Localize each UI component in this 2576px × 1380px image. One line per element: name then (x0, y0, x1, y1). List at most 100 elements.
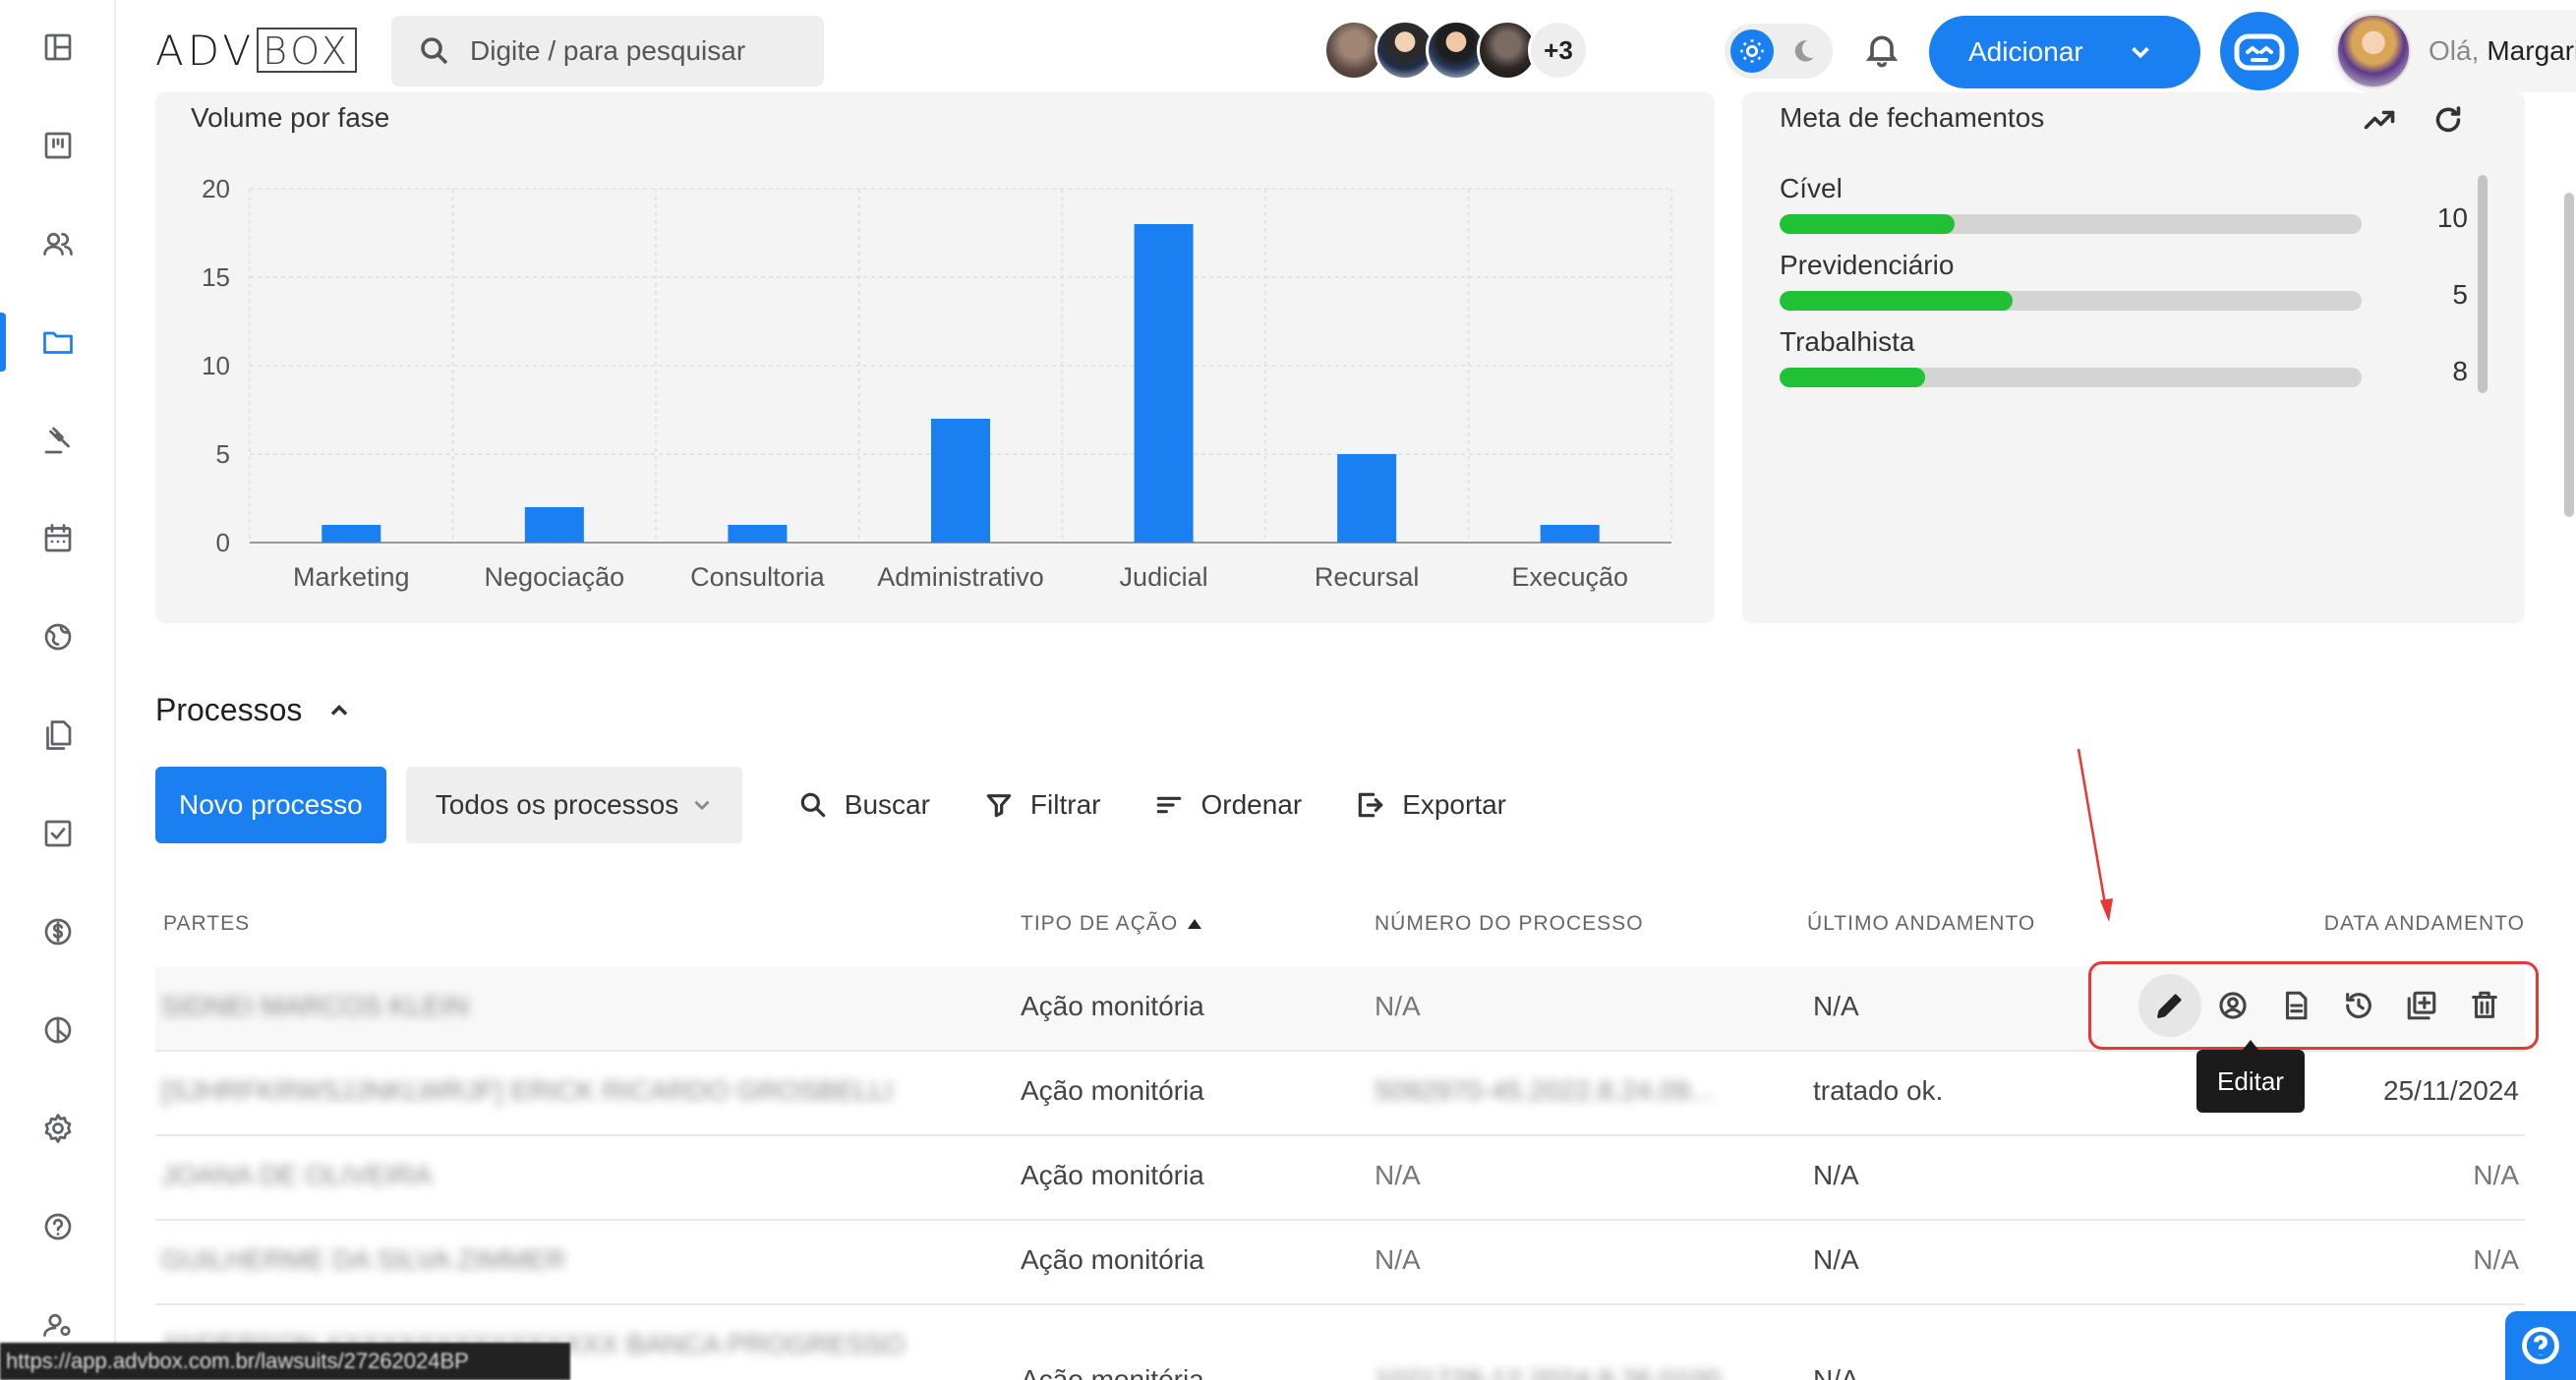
process-filter-value: Todos os processos (435, 789, 679, 820)
bar (524, 507, 584, 543)
team-icon (43, 1313, 71, 1337)
sidebar-item-dashboard[interactable] (0, 0, 116, 96)
table-row[interactable]: [SJHRFKRWSJJNKLWRJF] ERICK RICARDO GROSB… (155, 1052, 2525, 1136)
goal-item: Previdenciário 5 (1780, 250, 2468, 311)
sort-icon (1157, 796, 1182, 814)
assistant-robot-button[interactable] (2220, 12, 2299, 90)
goal-progress-track (1780, 214, 2362, 234)
bar (1337, 454, 1397, 543)
settings-icon (44, 1114, 72, 1143)
goal-progress-fill (1780, 291, 2013, 311)
sidebar-item-settings[interactable] (0, 1079, 116, 1178)
notifications-bell-icon[interactable] (1862, 29, 1905, 73)
search-input[interactable]: Digite / para pesquisar (391, 16, 824, 86)
sort-button[interactable]: Ordenar (1153, 789, 1302, 821)
cell-partes[interactable]: GUILHERME DA SILVA ZIMMER (161, 1244, 566, 1275)
contacts-icon (43, 232, 73, 256)
cell-andamento: N/A (1813, 1244, 1859, 1275)
edit-tooltip: Editar (2196, 1040, 2305, 1113)
cell-tipo: Ação monitória (1021, 991, 1204, 1021)
filter-button[interactable]: Filtrar (983, 789, 1100, 821)
goal-label: Previdenciário (1780, 250, 1955, 280)
table-row[interactable]: SIDNEI MARCOS KLEIN Ação monitória N/A N… (155, 967, 2525, 1052)
table-row[interactable]: GUILHERME DA SILVA ZIMMER Ação monitória… (155, 1221, 2525, 1305)
cell-partes[interactable]: [SJHRFKRWSJJNKLWRJF] ERICK RICARDO GROSB… (161, 1075, 894, 1106)
goals-scrollbar[interactable] (2478, 175, 2488, 393)
process-filter-select[interactable]: Todos os processos (405, 767, 742, 843)
user-menu[interactable]: Olá, Margarida (2332, 10, 2576, 92)
sun-icon (1730, 29, 1774, 73)
online-users[interactable]: +3 (1323, 20, 1589, 83)
advbox-logo[interactable]: ADV BOX (155, 26, 357, 75)
add-button[interactable]: Adicionar (1929, 16, 2200, 88)
document-button[interactable] (2264, 974, 2327, 1037)
goals-title: Meta de fechamentos (1780, 102, 2045, 133)
theme-toggle[interactable] (1725, 24, 1833, 79)
new-process-button[interactable]: Novo processo (155, 767, 386, 843)
cell-partes[interactable]: SIDNEI MARCOS KLEIN (161, 991, 469, 1021)
sidebar-item-reports[interactable] (0, 981, 116, 1079)
sidebar-item-processes[interactable] (0, 293, 116, 391)
column-header-tipo[interactable]: TIPO DE AÇÃO (1021, 912, 1202, 936)
goal-value: 10 (2436, 202, 2468, 233)
chevron-up-icon[interactable] (325, 697, 353, 724)
sidebar-item-contacts[interactable] (0, 195, 116, 293)
column-header-andamento[interactable]: ÚLTIMO ANDAMENTO (1807, 912, 2036, 935)
sidebar-item-finance[interactable] (0, 883, 116, 981)
trending-up-icon[interactable] (2362, 102, 2397, 138)
export-button[interactable]: Exportar (1355, 789, 1506, 821)
cell-andamento: N/A (1813, 1160, 1859, 1190)
edit-button[interactable] (2138, 974, 2201, 1037)
refresh-icon[interactable] (2430, 102, 2466, 138)
cell-numero: N/A (1375, 991, 1421, 1021)
processes-toolbar: Novo processo Todos os processos Buscar … (155, 767, 1506, 843)
column-header-data[interactable]: DATA ANDAMENTO (2323, 912, 2525, 935)
column-header-partes[interactable]: PARTES (163, 912, 251, 935)
sidebar-item-calendar[interactable] (0, 489, 116, 588)
table-row[interactable]: JOANA DE OLIVEIRA Ação monitória N/A N/A… (155, 1136, 2525, 1221)
cell-tipo: Ação monitória (1021, 1364, 1204, 1380)
client-button[interactable] (2201, 974, 2264, 1037)
documents-icon (46, 720, 72, 750)
column-header-tipo-label: TIPO DE AÇÃO (1021, 912, 1179, 935)
copy-plus-icon (2407, 991, 2436, 1020)
folder-icon (43, 331, 73, 354)
bar (728, 525, 788, 543)
filter-icon (986, 794, 1012, 818)
delete-button[interactable] (2453, 974, 2516, 1037)
add-button-label: Adicionar (1968, 36, 2083, 67)
sidebar-item-kanban[interactable] (0, 96, 116, 195)
history-button[interactable] (2327, 974, 2390, 1037)
search-button[interactable]: Buscar (797, 789, 930, 821)
x-tick-label: Negociação (485, 562, 625, 592)
goal-item: Cível 10 (1780, 173, 2468, 234)
kanban-icon (44, 132, 72, 159)
avatar[interactable] (1477, 20, 1538, 81)
avatar[interactable] (1426, 20, 1487, 81)
chart-title: Volume por fase (191, 102, 390, 133)
processes-section-header[interactable]: Processos (155, 692, 353, 728)
goal-item: Trabalhista 8 (1780, 326, 2468, 387)
cell-data: N/A (2473, 1244, 2519, 1275)
more-users-badge[interactable]: +3 (1528, 20, 1589, 81)
cell-data: N/A (2473, 1160, 2519, 1190)
sidebar-item-help[interactable] (0, 1178, 116, 1276)
help-button[interactable] (2505, 1311, 2576, 1380)
goal-label: Cível (1780, 173, 1843, 203)
goal-progress-track (1780, 291, 2362, 311)
cell-partes[interactable]: JOANA DE OLIVEIRA (161, 1160, 433, 1190)
column-header-numero[interactable]: NÚMERO DO PROCESSO (1375, 912, 1644, 935)
cell-data: 25/11/2024 (2382, 1075, 2519, 1106)
sidebar-item-web[interactable] (0, 588, 116, 686)
sidebar-item-tasks[interactable] (0, 784, 116, 883)
sidebar-item-hearings[interactable] (0, 391, 116, 489)
page-scrollbar[interactable] (2564, 193, 2574, 517)
moon-icon (1794, 40, 1814, 62)
sort-button-label: Ordenar (1200, 789, 1303, 820)
sidebar-item-documents[interactable] (0, 686, 116, 784)
duplicate-button[interactable] (2390, 974, 2453, 1037)
user-circle-icon (2219, 992, 2247, 1019)
sidebar-item-team[interactable] (0, 1276, 116, 1374)
search-icon (421, 37, 448, 65)
goal-label: Trabalhista (1780, 326, 1915, 357)
